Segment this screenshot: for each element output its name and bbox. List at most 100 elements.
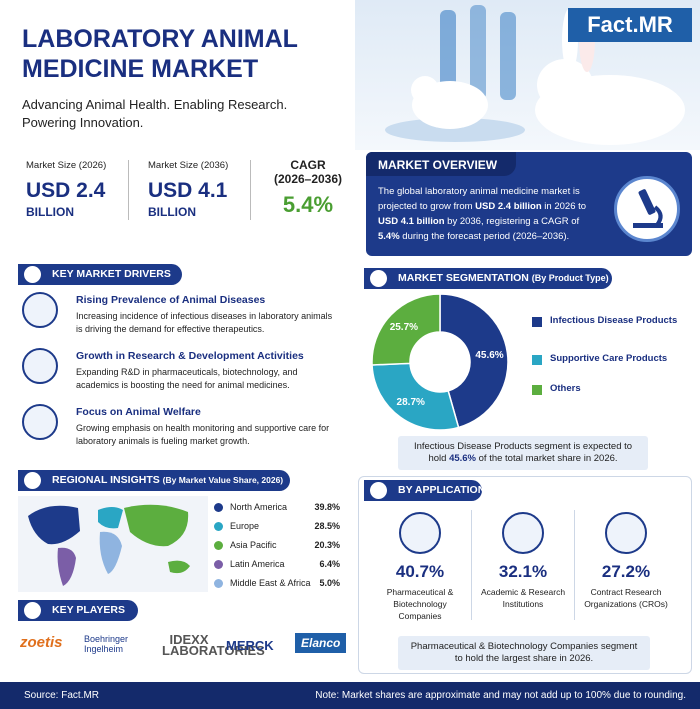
subtitle-line: Powering Innovation. [22, 115, 144, 130]
text: 45.6% [449, 453, 476, 464]
divider [128, 160, 129, 220]
region-share: 28.5% [314, 521, 340, 531]
stat-value: USD 4.1 [148, 179, 228, 202]
application-note: Pharmaceutical & Biotechnology Companies… [398, 636, 650, 670]
section-header: BY APPLICATION [364, 480, 486, 501]
player-logo: MERCK [226, 638, 274, 653]
title-line: LABORATORY ANIMAL [22, 25, 298, 53]
footer-source: Source: Fact.MR [24, 690, 100, 701]
pie-slice [371, 293, 441, 366]
overview-box: MARKET OVERVIEW The global laboratory an… [366, 152, 692, 256]
player-logo: zoetis [20, 634, 63, 651]
application-icon [502, 512, 544, 554]
section-header: KEY MARKET DRIVERS [18, 264, 182, 285]
legend-label: Others [550, 383, 581, 394]
stat-label: Market Size (2026) [26, 160, 107, 171]
region-name: Latin America [230, 559, 285, 569]
application-name: Academic & Research Institutions [480, 587, 566, 609]
driver-text: Increasing incidence of infectious disea… [76, 311, 333, 334]
stat-unit: BILLION [148, 205, 196, 219]
region-dot [214, 541, 223, 550]
header-text: KEY MARKET DRIVERS [52, 268, 171, 280]
driver-text: Growing emphasis on health monitoring an… [76, 423, 330, 446]
title: LABORATORY ANIMAL MEDICINE MARKET [22, 24, 298, 84]
player-logo: Boehringer Ingelheim [84, 634, 129, 654]
driver-text: Expanding R&D in pharmaceuticals, biotec… [76, 367, 298, 390]
header-subtext: (By Market Value Share, 2026) [162, 475, 284, 485]
slice-label: 28.7% [397, 397, 425, 408]
application-share: 27.2% [601, 562, 651, 581]
section-header: KEY PLAYERS [18, 600, 138, 621]
title-line: MEDICINE MARKET [22, 55, 259, 83]
footer: Source: Fact.MR Note: Market shares are … [0, 682, 700, 709]
text: Infectious Disease Products segment is e… [413, 441, 633, 464]
header-text: MARKET SEGMENTATION [398, 272, 529, 284]
region-name: Europe [230, 521, 260, 531]
driver-title: Growth in Research & Development Activit… [76, 350, 304, 362]
overview-title: MARKET OVERVIEW [366, 152, 516, 176]
stat-period: (2026–2036) [273, 172, 343, 186]
divider [471, 510, 472, 620]
driver-title: Rising Prevalence of Animal Diseases [76, 294, 266, 306]
stat: Market Size (2036) USD 4.1 BILLION [148, 160, 248, 219]
slice-label: 25.7% [390, 322, 418, 333]
region-dot [214, 503, 223, 512]
legend-swatch [532, 385, 542, 395]
footer-note: Note: Market shares are approximate and … [315, 690, 686, 701]
text: USD 4.1 billion [378, 216, 445, 227]
header-text: BY APPLICATION [398, 484, 486, 496]
legend-swatch [532, 355, 542, 365]
subtitle-line: Advancing Animal Health. Enabling Resear… [22, 97, 288, 112]
stat: CAGR (2026–2036) 5.4% [258, 158, 358, 218]
region-name: Middle East & Africa [230, 578, 311, 588]
map-art [28, 504, 190, 586]
legend-swatch [532, 317, 542, 327]
application-name: Contract Research Organizations (CROs) [584, 587, 668, 609]
stat-unit: BILLION [26, 205, 74, 219]
pie-slice [439, 293, 509, 429]
logo: Fact.MR [568, 8, 692, 42]
subtitle: Advancing Animal Health. Enabling Resear… [22, 96, 287, 132]
divider [250, 160, 251, 220]
text: of the total market share in 2026. [476, 453, 618, 464]
region-name: Asia Pacific [230, 540, 277, 550]
section-header: REGIONAL INSIGHTS (By Market Value Share… [18, 470, 290, 491]
legend-label: Supportive Care Products [550, 353, 668, 364]
region-dot [214, 579, 223, 588]
world-map [18, 496, 208, 592]
stat: Market Size (2026) USD 2.4 BILLION [26, 160, 126, 219]
region-share: 6.4% [319, 559, 340, 569]
driver-icon [22, 404, 58, 440]
region-dot [214, 522, 223, 531]
application-panel [358, 476, 692, 674]
overview-icon [614, 176, 680, 242]
driver-icon [22, 348, 58, 384]
player-logo: IDEXX LABORATORIES [162, 632, 265, 658]
region-dot [214, 560, 223, 569]
text: The global laboratory animal medicine ma… [378, 186, 580, 212]
legend-label: Infectious Disease Products [550, 315, 678, 326]
region-name: North America [230, 502, 288, 512]
region-share: 20.3% [314, 540, 340, 550]
overview-text: The global laboratory animal medicine ma… [378, 184, 603, 244]
hero-art [385, 5, 685, 145]
stat-label: Market Size (2036) [148, 160, 229, 171]
text: during the forecast period (2026–2036). [399, 231, 570, 242]
stat-value: USD 2.4 [26, 179, 106, 202]
segment-note: Infectious Disease Products segment is e… [398, 436, 648, 470]
application-share: 40.7% [395, 562, 445, 581]
text: 5.4% [378, 231, 400, 242]
application-icon [399, 512, 441, 554]
application-share: 32.1% [498, 562, 548, 581]
text: by 2036, registering a CAGR of [444, 216, 580, 227]
application-icon [605, 512, 647, 554]
player-logo: Elanco [295, 633, 347, 653]
pie-chart: 45.6% 28.7% 25.7% [371, 293, 542, 430]
microscope-icon [633, 189, 663, 228]
header-text: REGIONAL INSIGHTS [52, 474, 160, 486]
text: in 2026 to [541, 201, 587, 212]
divider [574, 510, 575, 620]
pie-slice [371, 362, 460, 430]
slice-label: 45.6% [475, 350, 503, 361]
